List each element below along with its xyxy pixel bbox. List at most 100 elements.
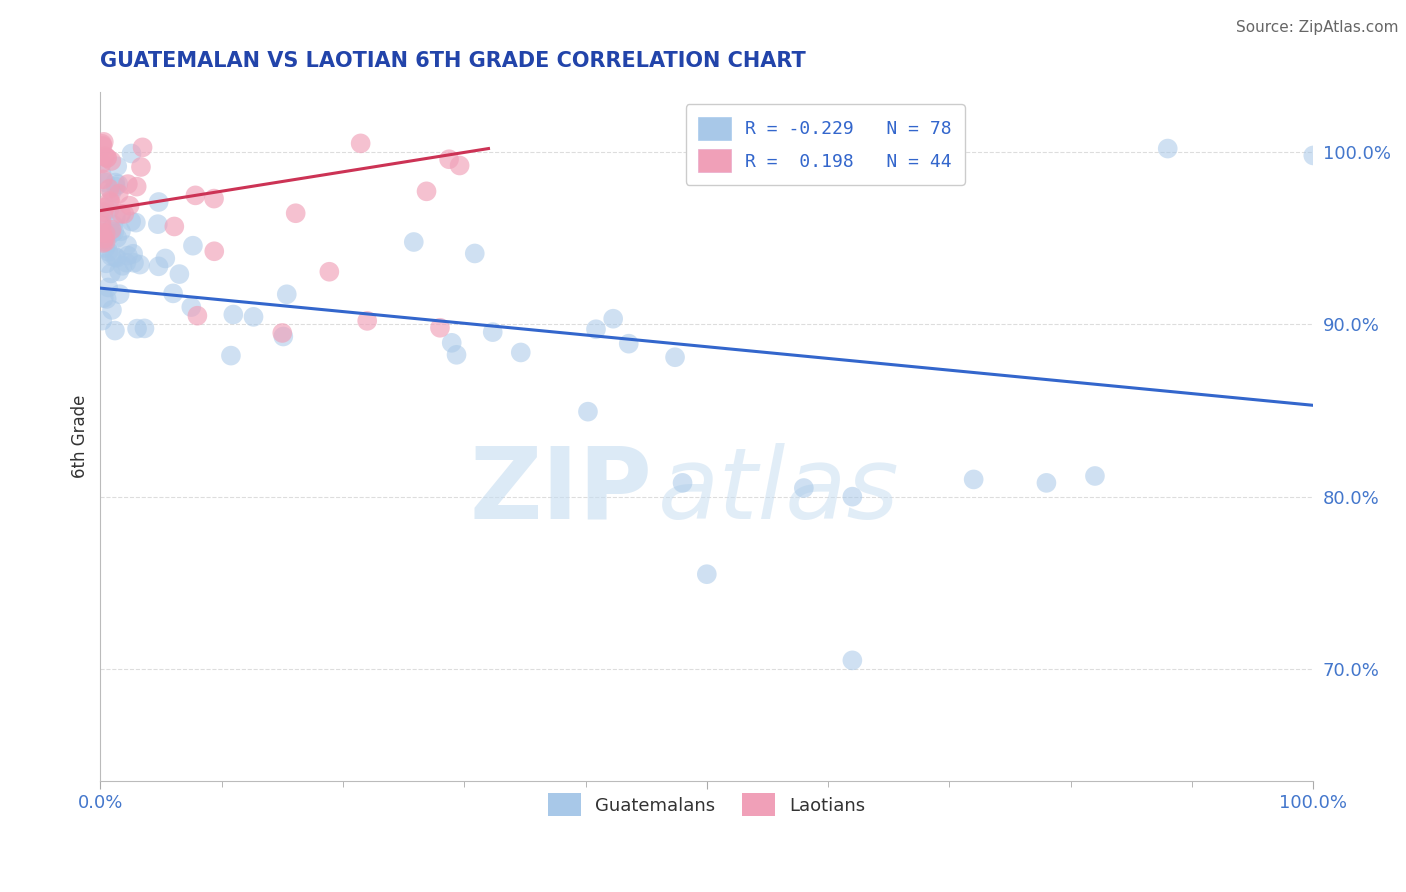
Point: [125, 179, 148, 194]
Text: atlas: atlas: [658, 443, 900, 540]
Point: [163, 219, 186, 234]
Point: [449, 159, 471, 173]
Point: [121, 146, 143, 161]
Point: [793, 481, 815, 495]
Point: [100, 222, 122, 236]
Point: [90, 156, 112, 170]
Text: ZIP: ZIP: [470, 443, 652, 540]
Point: [107, 178, 129, 192]
Point: [98, 202, 121, 217]
Point: [350, 136, 373, 151]
Point: [617, 336, 640, 351]
Point: [125, 321, 148, 335]
Point: [111, 259, 134, 273]
Point: [1084, 469, 1107, 483]
Point: [118, 199, 141, 213]
Point: [103, 225, 125, 239]
Point: [96, 256, 118, 270]
Point: [841, 490, 863, 504]
Point: [98, 194, 121, 208]
Point: [96, 151, 118, 165]
Point: [219, 349, 242, 363]
Point: [104, 250, 127, 264]
Point: [91, 136, 114, 151]
Point: [356, 314, 378, 328]
Point: [129, 160, 152, 174]
Point: [128, 258, 150, 272]
Point: [100, 227, 122, 241]
Point: [94, 149, 117, 163]
Point: [91, 313, 114, 327]
Point: [437, 153, 460, 167]
Point: [91, 229, 114, 244]
Point: [464, 246, 486, 260]
Point: [112, 207, 135, 221]
Point: [125, 216, 148, 230]
Text: Source: ZipAtlas.com: Source: ZipAtlas.com: [1236, 20, 1399, 35]
Point: [134, 321, 156, 335]
Point: [94, 201, 117, 215]
Point: [181, 238, 204, 252]
Point: [131, 140, 153, 154]
Point: [271, 329, 294, 343]
Point: [94, 227, 117, 241]
Point: [1302, 148, 1324, 162]
Point: [415, 184, 437, 198]
Point: [184, 188, 207, 202]
Point: [148, 194, 170, 209]
Point: [94, 235, 117, 249]
Point: [90, 167, 112, 181]
Point: [108, 264, 131, 278]
Point: [509, 345, 531, 359]
Point: [115, 255, 138, 269]
Point: [585, 322, 607, 336]
Point: [186, 309, 208, 323]
Point: [97, 280, 120, 294]
Point: [100, 195, 122, 210]
Point: [93, 231, 115, 245]
Point: [93, 205, 115, 219]
Point: [103, 218, 125, 232]
Point: [284, 206, 307, 220]
Point: [93, 135, 115, 149]
Point: [100, 185, 122, 199]
Legend: Guatemalans, Laotians: Guatemalans, Laotians: [541, 786, 873, 823]
Point: [91, 226, 114, 240]
Point: [96, 151, 118, 165]
Point: [97, 236, 120, 251]
Point: [146, 217, 169, 231]
Point: [122, 246, 145, 260]
Point: [94, 176, 117, 190]
Point: [671, 475, 693, 490]
Point: [276, 287, 298, 301]
Point: [104, 176, 127, 190]
Point: [90, 218, 112, 232]
Point: [120, 214, 142, 228]
Point: [402, 235, 425, 249]
Point: [110, 207, 132, 221]
Point: [429, 320, 451, 334]
Point: [576, 404, 599, 418]
Point: [963, 472, 986, 486]
Point: [94, 241, 117, 255]
Point: [155, 252, 177, 266]
Point: [122, 256, 145, 270]
Point: [222, 308, 245, 322]
Point: [97, 244, 120, 259]
Point: [100, 153, 122, 168]
Point: [105, 251, 128, 265]
Point: [841, 653, 863, 667]
Point: [271, 326, 294, 340]
Point: [105, 159, 128, 173]
Point: [91, 219, 114, 233]
Point: [96, 292, 118, 306]
Point: [481, 325, 503, 339]
Point: [318, 265, 340, 279]
Point: [242, 310, 264, 324]
Point: [202, 192, 225, 206]
Point: [105, 210, 128, 224]
Point: [105, 231, 128, 245]
Y-axis label: 6th Grade: 6th Grade: [72, 394, 89, 478]
Point: [115, 238, 138, 252]
Point: [104, 324, 127, 338]
